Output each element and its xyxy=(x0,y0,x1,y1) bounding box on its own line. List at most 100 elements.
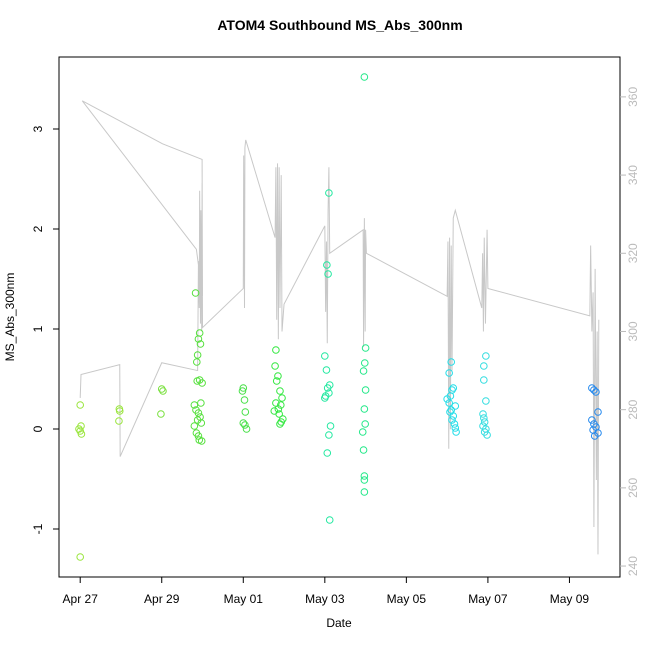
point xyxy=(588,416,596,424)
point xyxy=(274,372,282,380)
point xyxy=(325,189,333,197)
y-tick-label: 3 xyxy=(31,125,45,132)
point xyxy=(277,418,285,426)
point xyxy=(451,402,460,410)
point xyxy=(443,395,451,403)
point xyxy=(240,396,249,404)
point xyxy=(358,428,367,436)
x-tick-label: May 03 xyxy=(305,592,345,606)
point xyxy=(76,401,85,409)
point xyxy=(483,431,491,439)
y2-tick-label: 240 xyxy=(626,556,640,576)
point xyxy=(197,399,205,407)
y-tick-label: 0 xyxy=(31,425,45,432)
point xyxy=(448,416,456,424)
point xyxy=(480,362,488,370)
point xyxy=(196,340,205,348)
point xyxy=(195,376,204,384)
y-tick-label: -1 xyxy=(31,523,45,534)
point xyxy=(325,516,334,524)
y2-tick-label: 280 xyxy=(626,399,640,419)
x-tick-label: May 09 xyxy=(550,592,590,606)
point xyxy=(359,367,368,375)
point xyxy=(238,387,247,395)
point xyxy=(321,394,329,402)
point xyxy=(360,476,369,484)
point xyxy=(239,419,248,427)
point xyxy=(592,388,600,396)
point xyxy=(360,405,369,413)
y-tick-label: 2 xyxy=(31,225,45,232)
point xyxy=(322,366,331,374)
point xyxy=(76,553,85,561)
point xyxy=(276,401,285,409)
point xyxy=(241,421,249,429)
point xyxy=(157,410,165,418)
point xyxy=(115,417,123,425)
point xyxy=(360,472,369,480)
point xyxy=(482,352,490,360)
point xyxy=(272,346,280,354)
point xyxy=(239,384,248,392)
point xyxy=(361,386,370,394)
point xyxy=(449,412,458,420)
point xyxy=(326,422,335,430)
point xyxy=(325,431,333,439)
y2-tick-label: 300 xyxy=(626,321,640,341)
x-axis-label: Date xyxy=(326,616,352,630)
y2-tick-label: 340 xyxy=(626,165,640,185)
point xyxy=(270,407,279,415)
point xyxy=(590,432,599,440)
point xyxy=(276,420,284,428)
point xyxy=(324,270,332,278)
point xyxy=(195,329,204,337)
point xyxy=(360,488,369,496)
point xyxy=(590,386,598,394)
point xyxy=(480,418,489,426)
point xyxy=(77,430,86,438)
point xyxy=(361,344,370,352)
x-tick-label: May 05 xyxy=(387,592,427,606)
point xyxy=(272,377,281,385)
point xyxy=(480,376,488,384)
point xyxy=(275,410,283,418)
point xyxy=(193,358,201,366)
point xyxy=(197,437,206,445)
point xyxy=(191,289,200,297)
point xyxy=(479,410,487,418)
point xyxy=(445,369,453,377)
point xyxy=(323,384,332,392)
x-tick-label: May 07 xyxy=(468,592,508,606)
point xyxy=(276,387,284,395)
y-axis-label: MS_Abs_300nm xyxy=(3,273,17,362)
point xyxy=(321,352,329,360)
y-tick-label: 1 xyxy=(31,325,45,332)
point xyxy=(445,399,453,407)
point xyxy=(449,384,458,392)
point xyxy=(451,424,460,432)
point xyxy=(360,359,369,367)
point xyxy=(190,422,199,430)
point xyxy=(447,358,456,366)
x-tick-label: May 01 xyxy=(224,592,264,606)
point xyxy=(323,449,332,457)
x-tick-label: Apr 29 xyxy=(144,592,180,606)
line xyxy=(79,100,600,555)
point xyxy=(594,408,602,416)
point xyxy=(450,420,459,428)
point xyxy=(323,261,331,269)
plot-box xyxy=(58,56,621,578)
y2-tick-label: 360 xyxy=(626,87,640,107)
point xyxy=(482,397,490,405)
point xyxy=(271,362,279,370)
point xyxy=(242,425,251,433)
point xyxy=(159,387,167,395)
point xyxy=(278,394,286,402)
point xyxy=(452,428,460,436)
point xyxy=(157,385,166,393)
chart-title: ATOM4 Southbound MS_Abs_300nm xyxy=(217,17,462,33)
x-tick-label: Apr 27 xyxy=(63,592,99,606)
point xyxy=(361,420,369,428)
point xyxy=(480,414,488,422)
